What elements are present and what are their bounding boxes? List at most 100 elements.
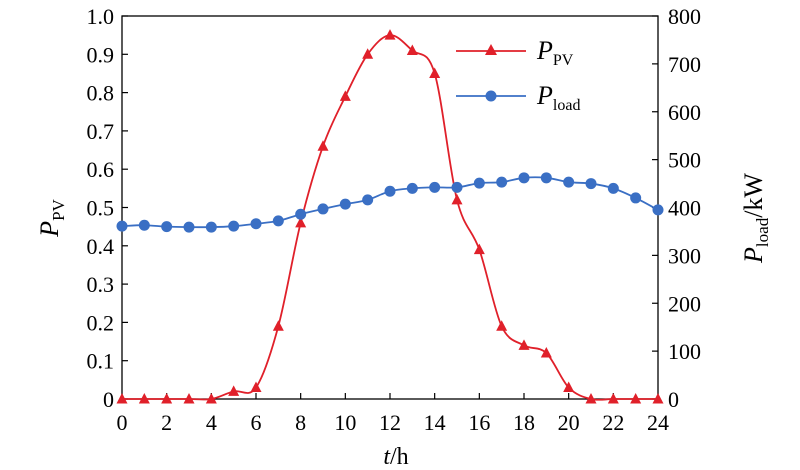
data-point-load (451, 181, 463, 193)
legend-entry-load: Pload (456, 81, 580, 114)
data-point-pv (183, 393, 195, 404)
legend-pv-marker (485, 44, 497, 55)
data-point-load (183, 221, 195, 233)
right-tick-label: 600 (668, 100, 701, 125)
data-point-pv (205, 393, 217, 404)
right-axis-ticks: 0 100 200 300 400 500 600 700 800 (652, 4, 701, 412)
data-point-pv (116, 393, 128, 404)
x-tick-label: 10 (334, 410, 356, 435)
right-tick-label: 300 (668, 243, 701, 268)
left-tick-label: 0.4 (87, 234, 115, 259)
data-point-pv (540, 347, 552, 358)
data-point-load (138, 219, 150, 231)
left-tick-label: 0.5 (87, 196, 115, 221)
data-point-pv (563, 381, 575, 393)
left-tick-label: 0.2 (87, 310, 115, 335)
series-pv-line (121, 34, 658, 401)
data-point-pv (406, 44, 418, 55)
data-point-pv (607, 393, 619, 404)
data-point-pv (138, 393, 150, 404)
data-point-pv (339, 90, 351, 101)
right-tick-label: 0 (668, 387, 679, 412)
data-point-load (161, 221, 173, 233)
data-point-pv (652, 393, 664, 404)
data-point-pv (451, 193, 463, 205)
legend-entry-pv: PPV (456, 36, 574, 69)
left-tick-label: 0.7 (87, 119, 115, 144)
data-point-pv (161, 393, 173, 404)
data-point-pv (585, 393, 597, 404)
series-layer (116, 29, 664, 404)
data-point-pv (272, 320, 284, 331)
data-point-load (384, 185, 396, 197)
series-load (116, 172, 664, 233)
left-tick-label: 0 (103, 387, 114, 412)
left-tick-label: 0.1 (87, 349, 115, 374)
x-tick-label: 16 (468, 410, 490, 435)
data-point-pv (518, 339, 530, 350)
left-tick-label: 0.8 (87, 81, 115, 106)
right-tick-label: 500 (668, 148, 701, 173)
left-axis-label: PPV (35, 198, 68, 237)
right-tick-label: 800 (668, 4, 701, 29)
x-tick-label: 18 (513, 410, 535, 435)
x-tick-label: 0 (117, 410, 128, 435)
x-tick-label: 14 (424, 410, 446, 435)
data-point-load (339, 198, 351, 210)
data-point-load (563, 176, 575, 188)
x-tick-label: 12 (379, 410, 401, 435)
series-load-line (121, 176, 659, 229)
data-point-pv (250, 381, 262, 393)
data-point-pv (228, 385, 240, 396)
data-point-load (473, 177, 485, 189)
legend-load-label: Pload (536, 81, 580, 114)
data-point-load (116, 220, 128, 232)
plot-border (121, 15, 659, 400)
right-tick-label: 100 (668, 339, 701, 364)
data-point-load (518, 172, 530, 184)
plot-frame (121, 15, 659, 400)
data-point-load (205, 221, 217, 233)
x-tick-label: 8 (295, 410, 306, 435)
data-point-load (362, 194, 374, 206)
x-tick-label: 24 (647, 410, 669, 435)
right-tick-label: 400 (668, 196, 701, 221)
x-tick-label: 2 (161, 410, 172, 435)
left-tick-label: 0.6 (87, 157, 115, 182)
data-point-load (652, 204, 664, 216)
x-tick-label: 4 (206, 410, 217, 435)
legend: PPV Pload (456, 36, 580, 114)
data-point-pv (384, 29, 396, 40)
data-point-load (585, 178, 597, 190)
legend-pv-label: PPV (536, 36, 574, 69)
legend-load-marker (485, 90, 497, 102)
data-point-load (406, 182, 418, 194)
data-point-load (607, 182, 619, 194)
data-point-load (317, 203, 329, 215)
data-point-pv (496, 320, 508, 331)
data-point-pv (630, 393, 642, 404)
left-tick-label: 1.0 (87, 4, 115, 29)
left-axis-ticks: 0 0.1 0.2 0.3 0.4 0.5 0.6 0.7 0.8 0.9 1.0 (87, 4, 128, 412)
data-point-load (540, 172, 552, 184)
x-tick-label: 22 (602, 410, 624, 435)
right-tick-label: 200 (668, 291, 701, 316)
data-point-pv (362, 48, 374, 59)
data-point-pv (429, 67, 441, 78)
x-axis-label: t/h (383, 444, 408, 470)
right-axis-label: Pload/kW (739, 173, 772, 264)
data-point-pv (317, 140, 329, 151)
data-point-load (295, 208, 307, 220)
data-point-load (496, 176, 508, 188)
data-point-load (228, 220, 240, 232)
data-point-load (250, 218, 262, 230)
x-tick-label: 20 (558, 410, 580, 435)
data-point-load (429, 181, 441, 193)
data-point-load (630, 192, 642, 204)
data-point-pv (473, 243, 485, 255)
x-tick-label: 6 (251, 410, 262, 435)
right-tick-label: 700 (668, 52, 701, 77)
series-pv (116, 29, 664, 404)
left-tick-label: 0.3 (87, 272, 115, 297)
